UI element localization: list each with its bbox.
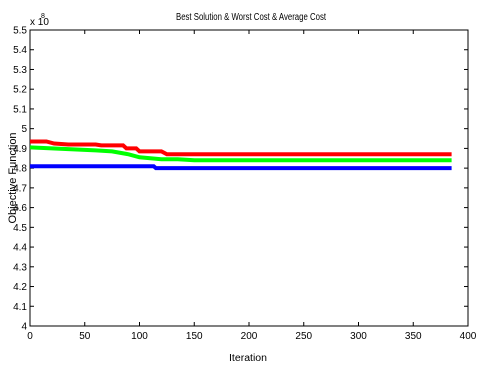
series-line-1 xyxy=(30,139,452,157)
x-tick-label: 350 xyxy=(405,331,422,342)
y-tick-label: 4.2 xyxy=(13,282,27,293)
y-tick-label: 4.9 xyxy=(13,144,27,155)
plot-frame xyxy=(29,29,469,327)
x-tick-label: 200 xyxy=(241,331,258,342)
y-axis-label: Objective Function xyxy=(7,132,19,223)
y-exponent-value: 8 xyxy=(41,13,45,20)
x-tick-label: 300 xyxy=(350,331,367,342)
y-tick-label: 4.6 xyxy=(13,203,27,214)
y-exponent-label: x 10 xyxy=(30,17,49,28)
y-tick-label: 4.7 xyxy=(13,183,27,194)
x-tick-label: 0 xyxy=(27,331,33,342)
y-tick-label: 5.5 xyxy=(13,26,27,37)
x-tick-label: 150 xyxy=(186,331,203,342)
y-exponent: x 10 8 xyxy=(30,13,49,28)
y-tick-label: 5.3 xyxy=(13,65,27,76)
x-tick-label: 250 xyxy=(295,331,312,342)
series-line-3 xyxy=(30,164,452,171)
y-tick-label: 5.1 xyxy=(13,104,27,115)
x-tick-label: 100 xyxy=(131,331,148,342)
y-tick-label: 4.8 xyxy=(13,164,27,175)
x-tick-label: 50 xyxy=(79,331,91,342)
y-tick-label: 4.1 xyxy=(13,302,27,313)
series-lines xyxy=(29,139,452,171)
y-tick-label: 5 xyxy=(21,124,27,135)
series-line-2 xyxy=(29,145,452,163)
chart-title: Best Solution & Worst Cost & Average Cos… xyxy=(176,12,326,23)
plot-area: 4 4.1 4.2 4.3 4.4 4.5 4.6 4.7 4.8 4.9 5 5.1 5.2 5.3 5.… xyxy=(13,26,477,343)
x-ticks: 0 50 100 150 200 250 300 350 400 xyxy=(27,30,477,342)
x-axis-label: Iteration xyxy=(229,353,267,364)
y-tick-label: 4.5 xyxy=(13,223,27,234)
y-tick-label: 5.2 xyxy=(13,85,27,96)
y-tick-label: 4.4 xyxy=(13,243,27,254)
y-tick-label: 4 xyxy=(21,322,27,333)
x-tick-label: 400 xyxy=(460,331,477,342)
y-tick-label: 4.3 xyxy=(13,262,27,273)
y-tick-label: 5.4 xyxy=(13,45,27,56)
